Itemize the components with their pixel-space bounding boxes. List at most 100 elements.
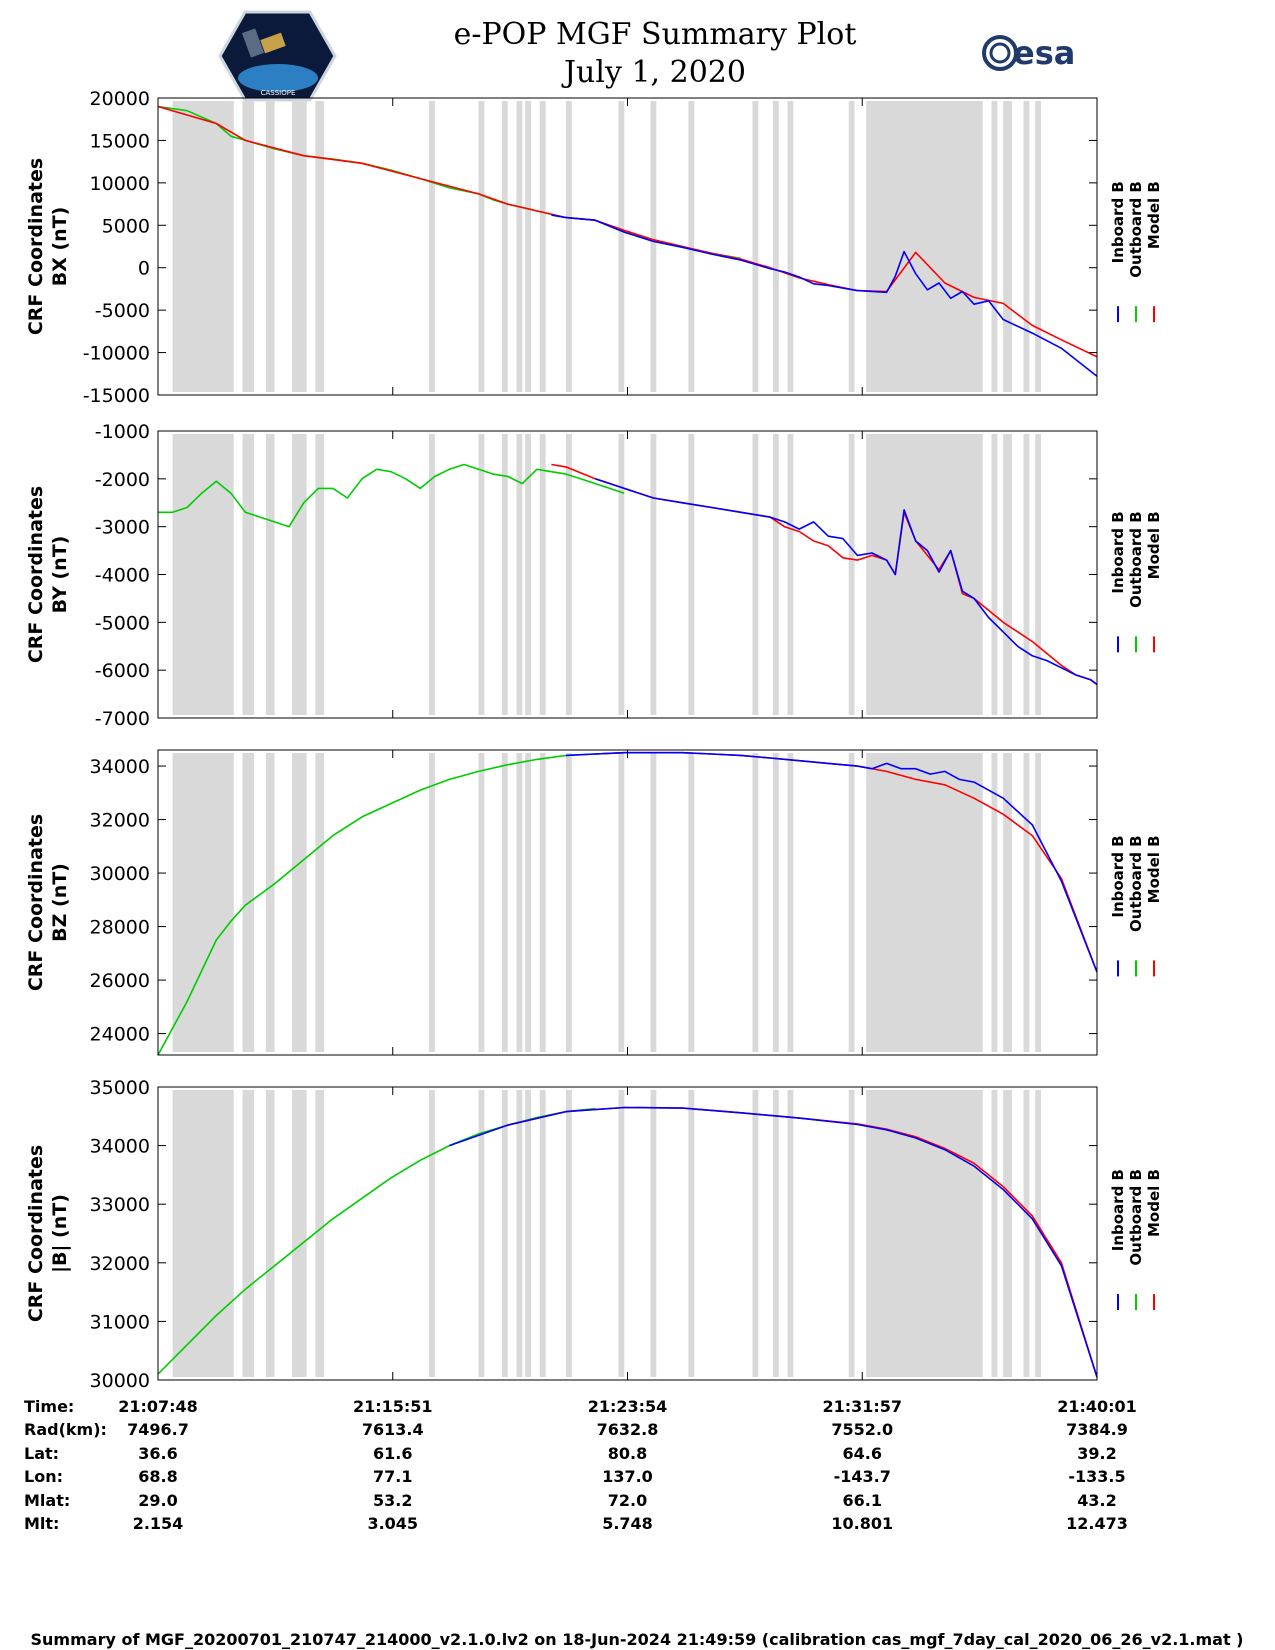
y-tick-label: -5000 [95,612,150,634]
shaded-interval [1003,434,1012,715]
shaded-interval [688,753,695,1052]
shaded-interval [1003,753,1012,1052]
shaded-interval [525,1090,532,1377]
cassiope-logo: CASSIOPE [218,10,337,102]
series-line-model-b [551,463,1097,686]
legend-label-model: Model B [1145,835,1163,903]
ephemeris-value: 43.2 [1077,1491,1116,1510]
shaded-interval [650,1090,657,1377]
ephemeris-value: 137.0 [602,1467,653,1486]
shaded-interval [1003,1090,1012,1377]
ephemeris-value: 5.748 [602,1514,653,1533]
shaded-interval [772,1090,779,1377]
shaded-interval [752,101,759,392]
ephemeris-value: 7384.9 [1066,1420,1128,1439]
series-line-outboard-b [158,463,625,528]
legend: Inboard B Outboard B Model B [1109,511,1163,653]
ephemeris-row-label: Mlat: [24,1491,70,1510]
ephemeris-value: 61.6 [373,1444,412,1463]
ephemeris-value: 10.801 [831,1514,893,1533]
y-axis-label: CRF Coordinates BZ (nT) [25,814,71,991]
shaded-interval [688,101,695,392]
ephemeris-value: 64.6 [843,1444,882,1463]
shaded-interval [429,101,435,392]
legend-label-outboard: Outboard B [1127,511,1145,608]
legend-label-outboard: Outboard B [1127,1169,1145,1266]
shaded-interval [315,753,325,1052]
shaded-intervals [172,1090,1042,1377]
ephemeris-value: 21:31:57 [822,1397,902,1416]
ephemeris-value: 21:23:54 [588,1397,668,1416]
shaded-interval [688,434,695,715]
y-axis-label: CRF Coordinates BY (nT) [25,486,71,663]
legend-label-inboard: Inboard B [1109,511,1127,593]
ephemeris-value: 68.8 [138,1467,177,1486]
ephemeris-value: 66.1 [843,1491,882,1510]
ephemeris-row-label: Lon: [24,1467,63,1486]
legend-label-model: Model B [1145,511,1163,579]
shaded-interval [772,101,779,392]
series-line-inboard-b [565,751,1097,973]
ephemeris-value: 7632.8 [597,1420,659,1439]
shaded-interval [172,101,234,392]
y-tick-label: 0 [138,258,150,280]
shaded-interval [478,1090,485,1377]
series-line-inboard-b [449,1106,1097,1378]
y-tick-label: -15000 [83,385,150,407]
shaded-interval [315,1090,325,1377]
ephemeris-row-label: Lat: [24,1444,59,1463]
ephemeris-value: 53.2 [373,1491,412,1510]
shaded-interval [539,434,546,715]
shaded-interval [991,1090,998,1377]
ephemeris-row-label: Mlt: [24,1514,59,1533]
shaded-interval [566,434,572,715]
shaded-interval [1003,101,1012,392]
ephemeris-value: 7496.7 [127,1420,189,1439]
y-tick-label: 32000 [90,1253,150,1275]
shaded-interval [866,101,983,392]
shaded-interval [315,101,325,392]
y-tick-label: 33000 [90,1194,150,1216]
shaded-intervals [172,101,1042,392]
ephemeris-value: 21:15:51 [353,1397,433,1416]
series-line-inboard-b [594,478,1097,686]
y-tick-label: 30000 [90,1370,150,1392]
shaded-interval [991,101,998,392]
shaded-interval [772,753,779,1052]
shaded-interval [501,101,508,392]
y-axis-label: CRF Coordinates |B| (nT) [25,1145,71,1322]
y-tick-label: -3000 [95,517,150,539]
y-tick-label: -6000 [95,660,150,682]
shaded-intervals [172,753,1042,1052]
shaded-interval [1023,101,1030,392]
shaded-interval [292,101,307,392]
series-line-outboard-b [158,751,625,1055]
legend-label-inboard: Inboard B [1109,181,1127,263]
shaded-interval [478,753,485,1052]
legend-label-model: Model B [1145,1169,1163,1237]
shaded-interval [991,434,998,715]
shaded-interval [172,753,234,1052]
shaded-interval [650,434,657,715]
chart-panel-4: 35000 34000 33000 32000 31000 30000 CRF Coordi… [25,1077,1163,1392]
shaded-interval [265,101,275,392]
shaded-interval [525,753,532,1052]
shaded-interval [525,101,532,392]
shaded-interval [172,434,234,715]
ephemeris-value: 2.154 [133,1514,184,1533]
y-axis-label: CRF Coordinates BX (nT) [25,158,71,335]
shaded-interval [525,434,532,715]
shaded-interval [429,434,435,715]
footer-caption: Summary of MGF_20200701_210747_214000_v2… [31,1630,1244,1649]
esa-logo-text: esa [1013,34,1075,72]
ephemeris-value: 80.8 [608,1444,647,1463]
chart-panel-1: 20000 15000 10000 5000 0 -5000 -10000 -15000 CRF… [25,88,1163,407]
shaded-interval [265,434,275,715]
ephemeris-value: 36.6 [138,1444,177,1463]
shaded-interval [501,753,508,1052]
y-tick-label: 24000 [90,1024,150,1046]
y-tick-label: 31000 [90,1311,150,1333]
y-tick-label: 34000 [90,756,150,778]
shaded-interval [848,434,855,715]
shaded-interval [501,434,508,715]
